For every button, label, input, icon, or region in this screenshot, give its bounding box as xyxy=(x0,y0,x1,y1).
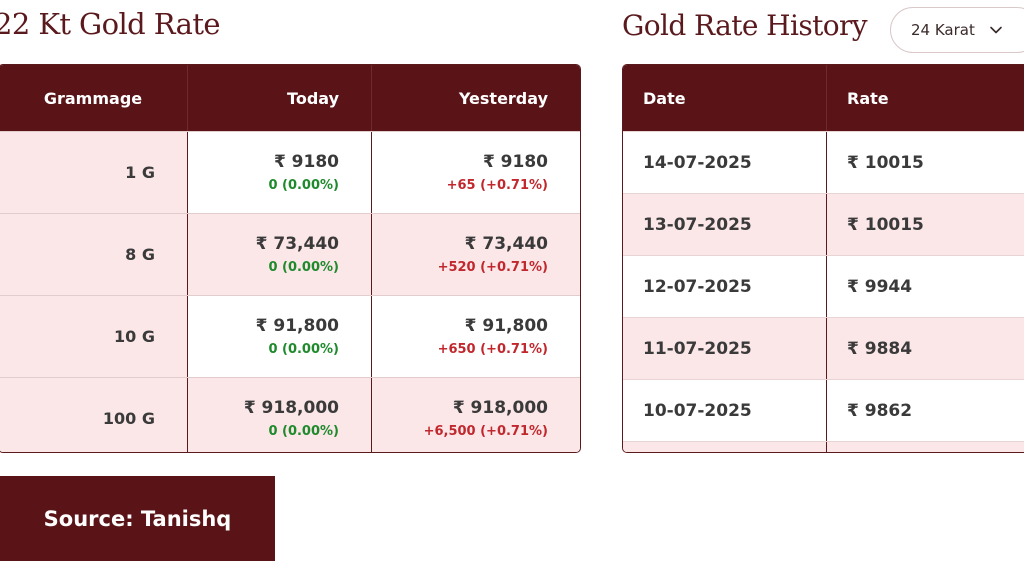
rate-cell: ₹ 9884 xyxy=(826,318,1024,379)
table-row: 1 G ₹ 9180 0 (0.00%) ₹ 9180 +65 (+0.71%) xyxy=(0,131,580,213)
today-price: ₹ 73,440 xyxy=(255,234,339,254)
yesterday-change: +65 (+0.71%) xyxy=(446,178,548,193)
date-cell: 11-07-2025 xyxy=(643,338,752,359)
grammage-cell: 10 G xyxy=(0,296,187,377)
karat-select-value: 24 Karat xyxy=(911,21,975,39)
today-price: ₹ 91,800 xyxy=(255,316,339,336)
date-cell-empty xyxy=(623,442,826,452)
yesterday-cell: ₹ 91,800 +650 (+0.71%) xyxy=(371,296,580,377)
yesterday-cell: ₹ 9180 +65 (+0.71%) xyxy=(371,132,580,213)
yesterday-change: +6,500 (+0.71%) xyxy=(423,424,548,439)
date-cell: 13-07-2025 xyxy=(643,214,752,235)
yesterday-price: ₹ 918,000 xyxy=(452,398,548,418)
table-row: 13-07-2025 ₹ 10015 xyxy=(623,193,1024,255)
karat-select[interactable]: 24 Karat xyxy=(890,7,1024,53)
table-row-partial xyxy=(623,441,1024,452)
source-badge: Source: Tanishq xyxy=(0,476,275,561)
yesterday-change: +520 (+0.71%) xyxy=(437,260,548,275)
yesterday-price: ₹ 91,800 xyxy=(464,316,548,336)
table-row: 10-07-2025 ₹ 9862 xyxy=(623,379,1024,441)
rate-cell: ₹ 10015 xyxy=(826,194,1024,255)
today-cell: ₹ 9180 0 (0.00%) xyxy=(187,132,371,213)
table-row: 8 G ₹ 73,440 0 (0.00%) ₹ 73,440 +520 (+0… xyxy=(0,213,580,295)
history-table-header: Date Rate xyxy=(623,65,1024,131)
date-cell: 14-07-2025 xyxy=(643,152,752,173)
header-yesterday: Yesterday xyxy=(371,65,580,131)
rate-table: Grammage Today Yesterday 1 G ₹ 9180 0 (0… xyxy=(0,64,581,453)
rate-cell: ₹ 9944 xyxy=(826,256,1024,317)
grammage-cell: 8 G xyxy=(0,214,187,295)
yesterday-cell: ₹ 918,000 +6,500 (+0.71%) xyxy=(371,378,580,452)
header-rate: Rate xyxy=(826,65,1024,131)
today-price: ₹ 9180 xyxy=(273,152,339,172)
table-row: 11-07-2025 ₹ 9884 xyxy=(623,317,1024,379)
today-change: 0 (0.00%) xyxy=(268,178,339,193)
rate-table-header: Grammage Today Yesterday xyxy=(0,65,580,131)
history-heading: Gold Rate History xyxy=(622,9,868,42)
today-change: 0 (0.00%) xyxy=(268,424,339,439)
yesterday-cell: ₹ 73,440 +520 (+0.71%) xyxy=(371,214,580,295)
rate-heading: 22 Kt Gold Rate xyxy=(0,7,221,41)
rate-cell: ₹ 9862 xyxy=(826,380,1024,441)
header-today: Today xyxy=(187,65,371,131)
header-date: Date xyxy=(643,88,686,108)
table-row: 14-07-2025 ₹ 10015 xyxy=(623,131,1024,193)
today-change: 0 (0.00%) xyxy=(268,260,339,275)
chevron-down-icon xyxy=(989,23,1003,37)
history-table: Date Rate 14-07-2025 ₹ 10015 13-07-2025 … xyxy=(622,64,1024,453)
rate-cell: ₹ 10015 xyxy=(826,132,1024,193)
yesterday-price: ₹ 73,440 xyxy=(464,234,548,254)
table-row: 100 G ₹ 918,000 0 (0.00%) ₹ 918,000 +6,5… xyxy=(0,377,580,452)
yesterday-price: ₹ 9180 xyxy=(482,152,548,172)
today-cell: ₹ 918,000 0 (0.00%) xyxy=(187,378,371,452)
today-cell: ₹ 91,800 0 (0.00%) xyxy=(187,296,371,377)
rate-cell-empty xyxy=(826,442,1024,452)
header-grammage: Grammage xyxy=(43,88,143,108)
table-row: 12-07-2025 ₹ 9944 xyxy=(623,255,1024,317)
today-price: ₹ 918,000 xyxy=(243,398,339,418)
date-cell: 10-07-2025 xyxy=(643,400,752,421)
grammage-cell: 1 G xyxy=(0,132,187,213)
table-row: 10 G ₹ 91,800 0 (0.00%) ₹ 91,800 +650 (+… xyxy=(0,295,580,377)
yesterday-change: +650 (+0.71%) xyxy=(437,342,548,357)
date-cell: 12-07-2025 xyxy=(643,276,752,297)
today-change: 0 (0.00%) xyxy=(268,342,339,357)
today-cell: ₹ 73,440 0 (0.00%) xyxy=(187,214,371,295)
grammage-cell: 100 G xyxy=(0,378,187,452)
